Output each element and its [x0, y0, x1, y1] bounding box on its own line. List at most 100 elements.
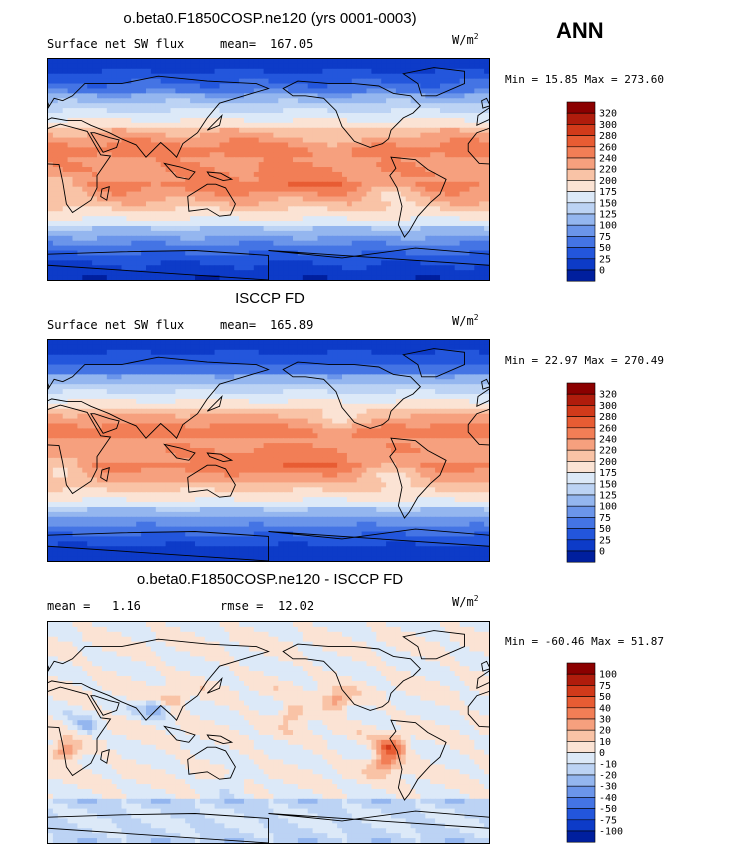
field-cell: [288, 349, 294, 356]
field-cell: [131, 63, 137, 70]
field-cell: [415, 275, 421, 280]
field-cell: [52, 379, 59, 385]
field-cell: [283, 117, 289, 124]
field-cell: [415, 196, 421, 203]
field-cell: [366, 103, 372, 109]
field-cell: [440, 191, 446, 198]
field-cell: [180, 260, 186, 266]
field-cell: [121, 221, 127, 227]
field-cell: [420, 344, 426, 351]
field-cell: [57, 63, 64, 70]
field-cell: [273, 359, 279, 366]
field-cell: [484, 152, 489, 158]
field-cell: [92, 235, 98, 242]
field-cell: [258, 211, 265, 217]
field-cell: [400, 369, 407, 375]
field-cell: [346, 216, 353, 222]
field-cell: [302, 201, 309, 207]
panel2-title: ISCCP FD: [235, 290, 305, 307]
field-cell: [229, 147, 235, 153]
field-cell: [136, 349, 142, 356]
field-cell: [48, 191, 54, 198]
field-cell: [425, 191, 431, 198]
field-cell: [322, 359, 328, 366]
field-cell: [297, 59, 304, 65]
field-cell: [209, 167, 216, 173]
field-cell: [185, 344, 191, 351]
field-cell: [391, 167, 397, 173]
field-cell: [146, 117, 152, 124]
field-cell: [459, 127, 466, 134]
field-cell: [435, 63, 441, 70]
field-cell: [376, 113, 382, 119]
colorbar-tick-label: 25: [599, 254, 611, 265]
field-cell: [126, 181, 132, 188]
field-cell: [229, 103, 235, 109]
coastline: [48, 250, 269, 280]
field-cell: [185, 255, 191, 261]
field-cell: [170, 108, 176, 114]
colorbar-tick-label: 75: [599, 232, 611, 243]
field-cell: [165, 59, 172, 65]
field-cell: [425, 359, 431, 366]
field-cell: [170, 255, 176, 261]
field-cell: [52, 225, 59, 232]
field-cell: [366, 369, 372, 375]
field-cell: [175, 132, 181, 139]
field-cell: [469, 201, 475, 207]
field-cell: [224, 265, 230, 271]
field-cell: [391, 344, 397, 351]
field-cell: [214, 354, 221, 361]
field-cell: [155, 344, 162, 351]
field-cell: [175, 191, 181, 198]
field-cell: [52, 142, 59, 148]
field-cell: [92, 344, 98, 351]
field-cell: [322, 340, 328, 346]
field-cell: [351, 186, 358, 193]
field-cell: [376, 176, 382, 183]
field-cell: [185, 260, 191, 266]
field-cell: [288, 142, 294, 148]
field-cell: [155, 275, 162, 280]
field-cell: [116, 211, 123, 217]
field-cell: [62, 93, 69, 99]
field-cell: [175, 113, 181, 119]
field-cell: [67, 59, 74, 65]
field-cell: [395, 147, 402, 153]
field-cell: [351, 108, 358, 114]
field-cell: [101, 255, 108, 261]
field-cell: [268, 83, 274, 90]
field-cell: [97, 354, 103, 361]
field-cell: [317, 235, 323, 242]
field-cell: [92, 117, 98, 124]
field-cell: [52, 127, 59, 134]
field-cell: [415, 93, 421, 99]
field-cell: [121, 83, 127, 90]
field-cell: [474, 127, 480, 134]
field-cell: [141, 275, 147, 280]
field-cell: [263, 191, 270, 198]
field-cell: [366, 211, 372, 217]
field-cell: [190, 364, 196, 371]
field-cell: [327, 127, 333, 134]
field-cell: [283, 98, 289, 104]
field-cell: [175, 369, 181, 375]
field-cell: [268, 354, 274, 361]
field-cell: [82, 349, 88, 356]
field-cell: [342, 344, 348, 351]
field-cell: [170, 171, 176, 178]
field-cell: [229, 225, 235, 232]
field-cell: [302, 369, 309, 375]
field-cell: [72, 265, 78, 271]
field-cell: [111, 181, 118, 188]
field-cell: [302, 186, 309, 193]
field-cell: [204, 157, 211, 163]
field-cell: [464, 364, 470, 371]
field-cell: [131, 235, 137, 242]
field-cell: [248, 98, 255, 104]
field-cell: [386, 270, 392, 276]
field-cell: [297, 216, 304, 222]
field-cell: [87, 340, 93, 346]
field-cell: [52, 275, 59, 280]
field-cell: [175, 108, 181, 114]
